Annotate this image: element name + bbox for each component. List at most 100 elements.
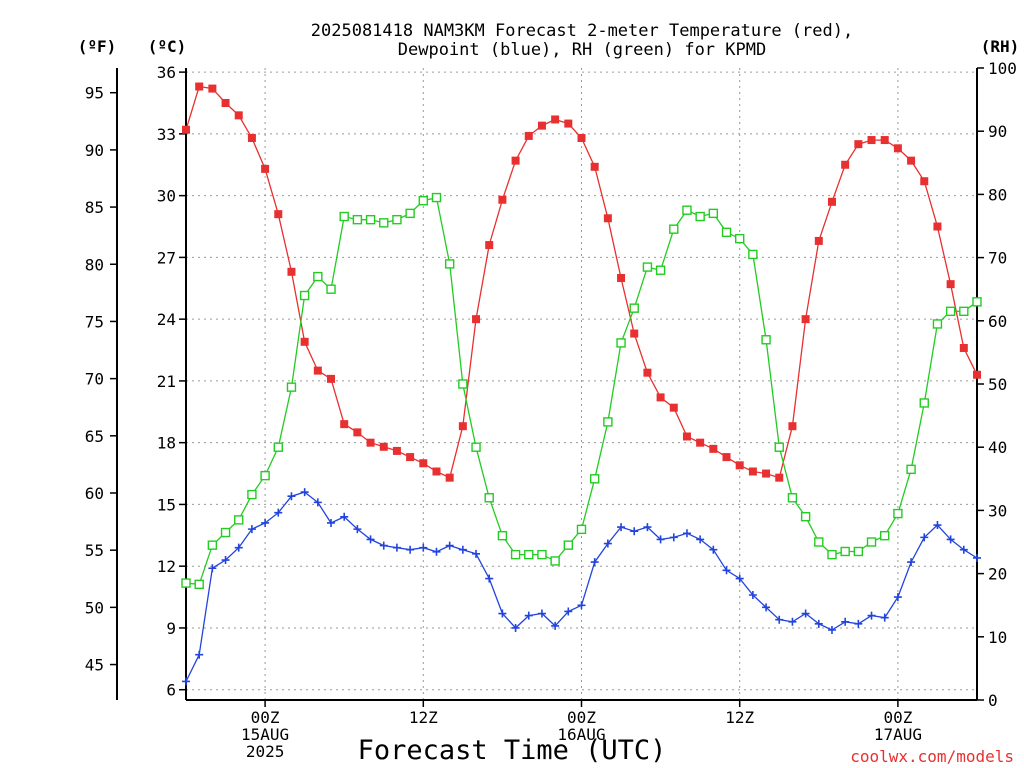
temperature-point <box>419 459 428 468</box>
temperature-point <box>392 446 401 455</box>
dewpoint-point <box>841 617 850 626</box>
rh-point <box>286 382 297 392</box>
dewpoint-point <box>195 650 204 659</box>
dewpoint-point <box>564 607 573 616</box>
dewpoint-point <box>524 611 533 620</box>
rh-point <box>234 515 244 525</box>
temperature-point <box>498 195 507 204</box>
dewpoint-point <box>208 564 217 573</box>
dewpoint-point <box>577 601 586 610</box>
rh-point <box>629 303 639 313</box>
dewpoint-point <box>696 535 705 544</box>
rh-point <box>247 489 257 500</box>
dewpoint-point <box>854 619 863 628</box>
rh-point <box>774 442 784 452</box>
temperature-point <box>854 140 863 149</box>
temperature-point <box>973 370 981 379</box>
x-tick-label: 00Z <box>251 708 280 727</box>
celsius-tick-label: 21 <box>157 372 176 391</box>
rh-point <box>484 493 494 503</box>
dewpoint-point <box>313 498 322 507</box>
rh-point <box>919 398 929 408</box>
temperature-point <box>379 442 388 451</box>
temperature-point <box>340 420 349 429</box>
rh-point <box>616 338 626 348</box>
dewpoint-point <box>353 525 362 534</box>
temperature-point <box>788 422 797 431</box>
celsius-tick-label: 30 <box>157 187 176 206</box>
fahrenheit-tick-label: 45 <box>85 656 104 675</box>
dewpoint-point <box>603 539 612 548</box>
temperature-point <box>775 473 784 482</box>
rh-point <box>800 512 811 522</box>
rh-point <box>497 530 508 541</box>
rh-point <box>945 306 956 317</box>
rh-point <box>853 546 864 557</box>
temperature-point <box>353 428 362 437</box>
dewpoint-point <box>392 543 401 552</box>
dewpoint-point <box>327 518 336 527</box>
temperature-point <box>577 133 586 142</box>
dewpoint-point <box>247 525 256 534</box>
temperature-point <box>300 337 309 346</box>
temperature-point <box>709 444 718 453</box>
celsius-unit-label: (ºC) <box>148 37 187 56</box>
rh-point <box>708 208 719 219</box>
rh-tick-label: 30 <box>988 501 1007 520</box>
celsius-tick-label: 12 <box>157 557 176 576</box>
fahrenheit-tick-label: 75 <box>85 312 104 331</box>
rh-unit-label: (RH) <box>981 37 1020 56</box>
temperature-point <box>182 125 190 134</box>
fahrenheit-tick-label: 85 <box>85 198 104 217</box>
fahrenheit-tick-label: 90 <box>85 141 104 160</box>
dewpoint-point <box>406 545 415 554</box>
dewpoint-point <box>709 545 718 554</box>
temperature-point <box>643 368 652 377</box>
dewpoint-point <box>973 553 981 562</box>
dewpoint-point <box>669 533 678 542</box>
rh-tick-label: 90 <box>988 122 1007 141</box>
temperature-point <box>590 162 599 171</box>
rh-point <box>181 578 191 588</box>
rh-point <box>392 214 402 225</box>
x-tick-label: 2025 <box>246 742 285 761</box>
rh-point <box>814 537 824 547</box>
celsius-tick-label: 27 <box>157 248 176 267</box>
rh-point <box>972 297 982 307</box>
fahrenheit-tick-label: 65 <box>85 427 104 446</box>
rh-point <box>735 233 745 244</box>
temperature-point <box>907 156 916 165</box>
rh-point <box>220 527 231 538</box>
rh-point <box>537 549 547 560</box>
temperature-point <box>801 315 810 324</box>
temperature-point <box>551 115 560 124</box>
dewpoint-point <box>590 558 599 567</box>
x-tick-label: 00Z <box>883 708 912 727</box>
rh-point <box>906 464 916 475</box>
x-axis-title: Forecast Time (UTC) <box>358 735 667 766</box>
temperature-point <box>287 267 296 276</box>
temperature-point <box>946 280 955 289</box>
temperature-point <box>959 343 968 352</box>
dewpoint-point <box>946 535 955 544</box>
temperature-point <box>603 214 612 223</box>
celsius-tick-label: 24 <box>157 310 176 329</box>
rh-tick-label: 80 <box>988 185 1007 204</box>
fahrenheit-tick-label: 70 <box>85 370 104 389</box>
rh-point <box>444 259 455 269</box>
temperature-point <box>748 467 757 476</box>
temperature-point <box>524 131 533 140</box>
dewpoint-point <box>261 518 270 527</box>
dewpoint-point <box>551 621 560 630</box>
dewpoint-point <box>274 508 283 517</box>
rh-tick-label: 40 <box>988 438 1007 457</box>
dewpoint-point <box>300 488 309 497</box>
fahrenheit-tick-label: 95 <box>85 84 104 103</box>
temperature-point <box>208 84 217 93</box>
celsius-tick-label: 6 <box>166 681 176 700</box>
temperature-point <box>722 453 731 462</box>
rh-point <box>761 335 771 345</box>
temperature-point <box>445 473 454 482</box>
dewpoint-point <box>498 609 507 618</box>
rh-point <box>682 205 692 215</box>
